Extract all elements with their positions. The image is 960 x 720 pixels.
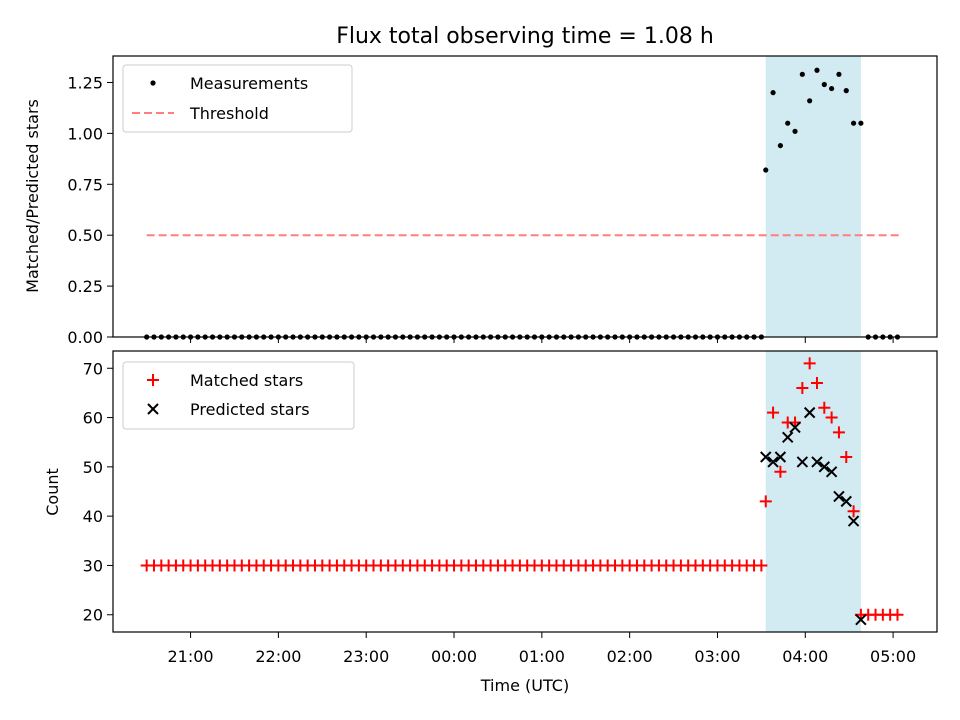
matched-star-point <box>832 426 845 439</box>
measurement-point <box>858 120 864 126</box>
highlight-span <box>765 56 861 337</box>
x-tick-label: 05:00 <box>870 647 916 666</box>
ratio-panel: 0.00 0.25 0.50 0.75 1.00 1.25 Matched/Predict… <box>23 55 938 347</box>
x-tick-label: 02:00 <box>607 647 653 666</box>
x-tick-label: 22:00 <box>255 647 301 666</box>
top-legend-box <box>122 64 353 133</box>
highlight-span <box>765 351 861 632</box>
matched-star-point <box>796 381 809 394</box>
legend-measurements-label: Measurements <box>190 74 308 93</box>
x-tick-label: 01:00 <box>519 647 565 666</box>
predicted-star-point <box>782 431 794 443</box>
matched-star-point <box>767 406 780 419</box>
bottom-y-tick-label: 40 <box>83 507 103 526</box>
top-legend: Measurements Threshold <box>122 64 353 133</box>
measurement-point <box>785 120 791 126</box>
count-panel: 20 30 40 50 60 70 21:00 22:00 23:00 00:00 01:00 02:… <box>43 350 938 695</box>
top-y-tick-label: 0.25 <box>67 277 103 296</box>
measurement-point <box>843 88 849 94</box>
bottom-y-tick-label: 20 <box>83 606 103 625</box>
top-y-tick-label: 0.00 <box>67 328 103 347</box>
matched-star-point <box>759 495 772 508</box>
predicted-star-point <box>796 456 809 468</box>
top-y-tick-label: 0.75 <box>67 175 103 194</box>
measurement-point <box>807 98 813 104</box>
predicted-star-point <box>847 515 860 527</box>
predicted-star-point <box>774 451 787 463</box>
matched-star-point <box>818 401 831 414</box>
x-tick-label: 21:00 <box>168 647 214 666</box>
bottom-legend-box <box>122 361 355 430</box>
matched-star-point <box>803 357 816 370</box>
chart-title: Flux total observing time = 1.08 h <box>336 24 714 49</box>
measurement-point <box>792 128 798 134</box>
bottom-y-axis-label: Count <box>43 468 62 516</box>
x-tick-label: 04:00 <box>782 647 828 666</box>
bottom-y-tick-label: 60 <box>83 409 103 428</box>
x-tick-label: 00:00 <box>431 647 477 666</box>
matched-star-point <box>840 450 853 463</box>
measurement-point <box>814 67 820 73</box>
measurement-point <box>777 142 783 149</box>
measurement-point <box>799 71 805 77</box>
predicted-star-point <box>818 461 831 473</box>
predicted-star-point <box>803 406 816 419</box>
measurement-point <box>829 85 835 92</box>
legend-matched-label: Matched stars <box>190 371 303 390</box>
predicted-star-point <box>855 613 867 626</box>
top-y-tick-label: 0.50 <box>67 226 103 245</box>
bottom-y-tick-label: 30 <box>83 556 103 575</box>
bottom-axes-frame <box>112 350 938 633</box>
matched-star-point <box>847 505 860 518</box>
bottom-y-tick-label: 70 <box>83 359 103 378</box>
predicted-star-point <box>760 451 772 463</box>
top-y-axis-label: Matched/Predicted stars <box>23 99 42 293</box>
measurement-point <box>836 71 842 77</box>
legend-threshold-label: Threshold <box>189 104 269 123</box>
predicted-star-point <box>840 495 852 508</box>
predicted-star-point <box>789 421 801 434</box>
measurement-point <box>763 167 769 173</box>
legend-measurements-marker <box>150 80 156 86</box>
predicted-star-point <box>825 466 838 478</box>
measurement-point <box>850 120 857 126</box>
predicted-star-point <box>767 456 779 468</box>
x-tick-label: 23:00 <box>343 647 389 666</box>
predicted-star-point <box>833 490 845 503</box>
matched-star-point <box>774 465 787 478</box>
legend-matched-marker <box>147 374 159 386</box>
legend-predicted-label: Predicted stars <box>190 400 310 419</box>
legend-predicted-marker <box>147 403 159 415</box>
matched-star-point <box>825 411 838 424</box>
x-axis-label: Time (UTC) <box>480 676 569 695</box>
measurement-point <box>770 90 776 96</box>
top-axes-frame <box>112 55 938 338</box>
predicted-star-point <box>811 456 823 468</box>
matched-star-point <box>755 559 768 572</box>
measurement-point <box>821 81 827 88</box>
bottom-y-tick-label: 50 <box>83 458 103 477</box>
x-tick-label: 03:00 <box>694 647 740 666</box>
matched-star-point <box>810 377 823 390</box>
top-y-tick-label: 1.25 <box>67 73 103 92</box>
matched-star-point <box>891 608 904 621</box>
top-y-tick-label: 1.00 <box>67 124 103 143</box>
bottom-legend: Matched stars Predicted stars <box>122 361 355 430</box>
